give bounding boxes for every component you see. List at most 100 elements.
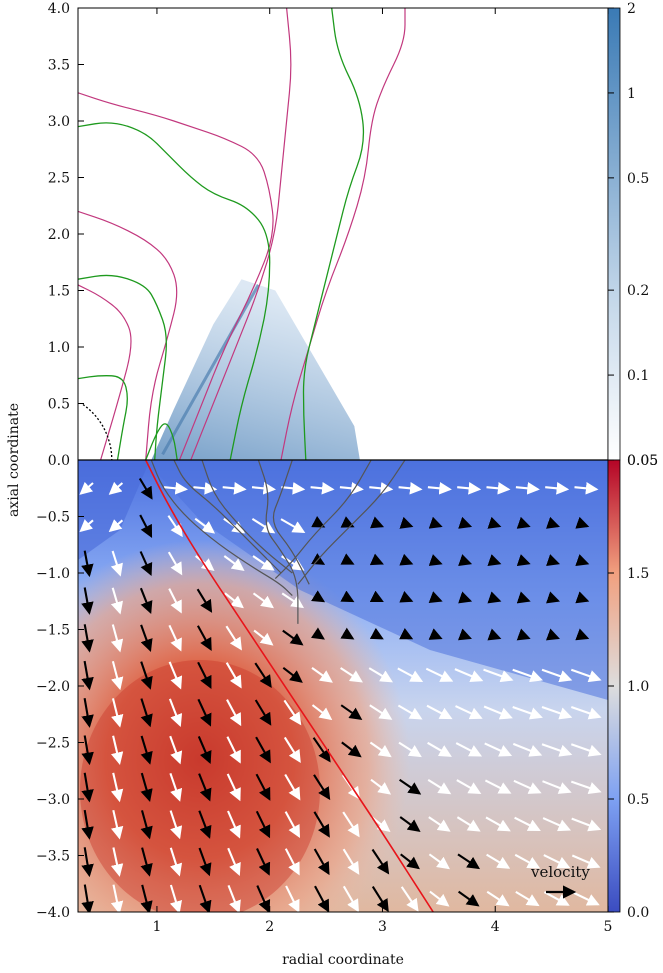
velocity-arrow [311,553,326,565]
velocity-arrow [458,516,473,529]
velocity-arrow [79,481,94,495]
velocity-arrow [513,779,542,794]
velocity-arrow [168,698,183,727]
y-tick-label: −3.5 [36,849,70,865]
velocity-arrow [542,817,572,832]
velocity-arrow [371,848,390,875]
velocity-arrow [81,660,94,691]
velocity-arrow [253,629,274,646]
velocity-arrow [285,885,300,912]
velocity-arrow [311,590,326,603]
velocity-arrow [108,481,124,495]
velocity-arrow [224,592,244,609]
velocity-arrow [486,853,511,869]
velocity-arrow [516,516,531,529]
upper-colorbar-label: 2 [627,1,636,17]
velocity-arrow [543,854,571,869]
red-core [80,660,320,912]
velocity-arrow [485,816,511,832]
velocity-arrow [516,591,531,604]
velocity-arrow [369,553,384,566]
y-tick-label: 3.5 [48,58,70,74]
velocity-arrow [196,625,212,651]
velocity-arrow [313,774,331,801]
y-axis-label: axial coordinate [6,403,22,517]
y-tick-label: −0.5 [36,510,70,526]
velocity-arrow [251,482,276,495]
velocity-arrow [340,590,355,603]
velocity-arrow [169,735,183,765]
velocity-arrow [283,736,301,763]
x-axis-label: radial coordinate [282,952,404,968]
velocity-arrow [252,555,275,571]
velocity-arrow [570,668,602,683]
velocity-arrow [197,661,212,689]
upper-colorbar-label: 0.5 [627,171,649,187]
velocity-arrow [81,550,94,578]
density-wedge [151,279,360,460]
velocity-arrow [168,588,182,614]
velocity-arrow [456,779,482,795]
velocity-arrow [312,737,331,763]
velocity-arrow [484,779,512,794]
velocity-arrow [282,629,304,646]
velocity-arrow [541,743,573,757]
velocity-arrow [196,588,213,613]
velocity-arrow [457,628,472,641]
velocity-arrow [342,848,360,875]
velocity-arrow [169,847,183,877]
velocity-arrow [368,667,394,683]
velocity-arrow [81,809,94,840]
velocity-arrow [81,884,94,912]
velocity-arrow [255,773,271,801]
velocity-legend-label: velocity [530,863,590,881]
velocity-arrow [515,890,540,907]
velocity-arrow [110,847,124,877]
velocity-arrow [575,591,590,604]
velocity-arrow [81,587,94,615]
velocity-arrow [458,554,473,567]
velocity-arrow [111,698,124,728]
velocity-arrow [193,482,218,495]
velocity-arrow [455,705,483,720]
velocity-arrow [545,628,560,641]
velocity-arrow [427,779,452,795]
velocity-arrow [428,591,443,603]
green-contour [78,122,271,460]
velocity-arrow [571,854,601,869]
x-tick-label: 1 [152,919,161,935]
velocity-arrow [546,516,560,529]
velocity-arrow [167,551,183,576]
velocity-arrow [227,885,241,912]
velocity-arrow [314,885,330,912]
gray-contour [201,460,293,574]
velocity-arrow [570,780,602,794]
upper-contours-group [78,8,406,460]
gray-contour [257,460,299,624]
velocity-arrow [110,735,124,765]
colorbar-ticks-group: 210.50.20.10.050.051.51.00.50.0 [608,1,658,921]
velocity-arrow [399,553,414,566]
velocity-arrow [369,482,394,495]
x-tick-label: 2 [265,919,274,935]
velocity-arrow [223,555,245,571]
velocity-arrow [108,519,124,533]
velocity-arrow [397,704,423,720]
velocity-arrow [575,554,590,566]
velocity-arrow [222,482,247,495]
velocity-arrow [168,624,182,652]
velocity-arrow [516,628,531,641]
velocity-field-group [79,477,602,912]
velocity-arrow [255,810,271,839]
velocity-arrow [140,661,153,690]
velocity-arrow [426,704,453,720]
velocity-arrow [256,885,271,912]
green-contour [78,274,167,460]
velocity-arrow [198,773,212,802]
velocity-arrow [310,482,335,495]
velocity-arrow [400,886,419,912]
velocity-arrow [428,628,443,640]
y-tick-label: 0.0 [48,453,70,469]
velocity-arrow [313,848,330,876]
